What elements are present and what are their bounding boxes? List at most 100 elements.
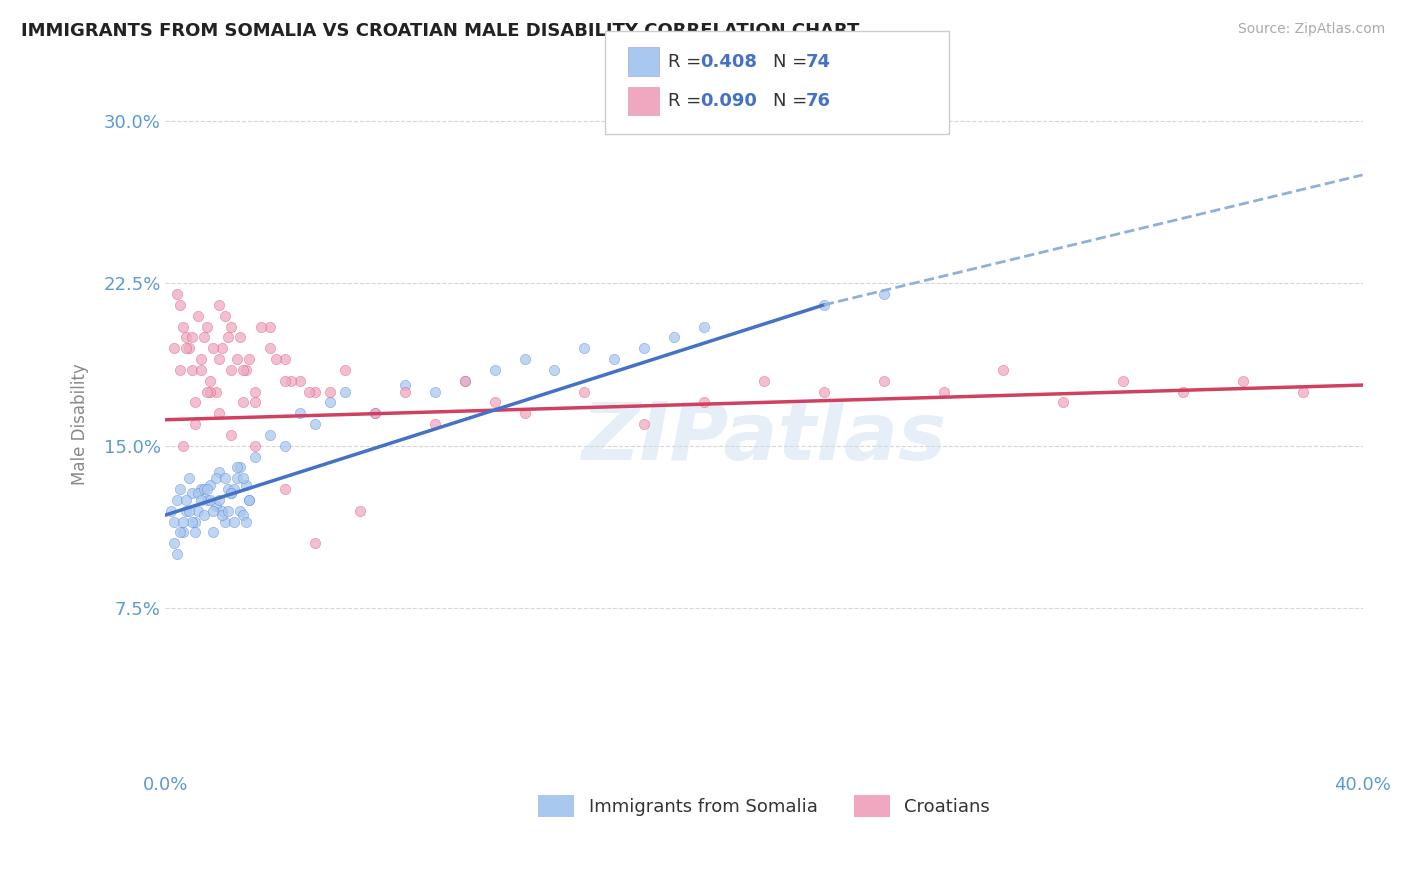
Point xyxy=(1052,395,1074,409)
Point xyxy=(304,384,326,399)
Point xyxy=(160,504,183,518)
Point xyxy=(264,352,287,367)
Point xyxy=(219,486,242,500)
Point xyxy=(163,536,186,550)
Point xyxy=(205,500,228,514)
Point xyxy=(226,352,249,367)
Point xyxy=(333,363,356,377)
Point xyxy=(200,477,222,491)
Point xyxy=(394,384,416,399)
Point xyxy=(187,486,209,500)
Point xyxy=(190,352,212,367)
Point xyxy=(364,406,387,420)
Text: 0.090: 0.090 xyxy=(700,92,756,110)
Point xyxy=(202,504,225,518)
Point xyxy=(232,395,254,409)
Text: Source: ZipAtlas.com: Source: ZipAtlas.com xyxy=(1237,22,1385,37)
Point xyxy=(184,417,207,431)
Text: 0.408: 0.408 xyxy=(700,53,758,70)
Point xyxy=(232,363,254,377)
Point xyxy=(274,482,297,496)
Point xyxy=(195,384,218,399)
Point xyxy=(187,504,209,518)
Point xyxy=(333,384,356,399)
Point xyxy=(243,395,266,409)
Point xyxy=(238,352,260,367)
Point xyxy=(232,471,254,485)
Point xyxy=(181,515,204,529)
Point xyxy=(274,352,297,367)
Point xyxy=(229,504,252,518)
Point xyxy=(211,341,233,355)
Point xyxy=(364,406,387,420)
Point xyxy=(752,374,775,388)
Point xyxy=(235,515,257,529)
Point xyxy=(190,492,212,507)
Point xyxy=(693,319,716,334)
Point xyxy=(195,319,218,334)
Point xyxy=(319,384,342,399)
Point xyxy=(176,492,198,507)
Point xyxy=(190,482,212,496)
Point xyxy=(226,471,249,485)
Point xyxy=(195,492,218,507)
Point xyxy=(169,525,191,540)
Point xyxy=(202,525,225,540)
Point xyxy=(1292,384,1315,399)
Point xyxy=(217,482,239,496)
Point xyxy=(200,374,222,388)
Text: R =: R = xyxy=(668,92,707,110)
Point xyxy=(304,417,326,431)
Point xyxy=(813,384,835,399)
Point xyxy=(1232,374,1254,388)
Point xyxy=(172,515,194,529)
Point xyxy=(208,492,231,507)
Y-axis label: Male Disability: Male Disability xyxy=(72,363,89,485)
Point xyxy=(543,363,565,377)
Point xyxy=(217,330,239,344)
Point xyxy=(193,508,215,522)
Point xyxy=(484,395,506,409)
Point xyxy=(208,298,231,312)
Point xyxy=(574,384,596,399)
Point xyxy=(200,492,222,507)
Point xyxy=(179,471,201,485)
Point xyxy=(200,384,222,399)
Point xyxy=(181,363,204,377)
Point xyxy=(176,341,198,355)
Point xyxy=(513,406,536,420)
Point xyxy=(603,352,626,367)
Point xyxy=(274,374,297,388)
Point xyxy=(243,384,266,399)
Point xyxy=(193,482,215,496)
Point xyxy=(259,341,281,355)
Text: ZIPatlas: ZIPatlas xyxy=(582,399,946,477)
Point xyxy=(181,486,204,500)
Point xyxy=(288,406,311,420)
Point xyxy=(219,486,242,500)
Point xyxy=(235,363,257,377)
Point xyxy=(217,504,239,518)
Point xyxy=(574,341,596,355)
Point xyxy=(205,384,228,399)
Point xyxy=(211,508,233,522)
Point xyxy=(394,378,416,392)
Point xyxy=(229,330,252,344)
Point xyxy=(250,319,273,334)
Point xyxy=(1112,374,1135,388)
Point xyxy=(184,515,207,529)
Point xyxy=(349,504,371,518)
Point xyxy=(453,374,475,388)
Point xyxy=(243,439,266,453)
Point xyxy=(190,363,212,377)
Point xyxy=(693,395,716,409)
Point xyxy=(423,384,446,399)
Point xyxy=(219,363,242,377)
Point xyxy=(219,319,242,334)
Point xyxy=(184,395,207,409)
Point xyxy=(633,341,655,355)
Point xyxy=(232,508,254,522)
Point xyxy=(280,374,302,388)
Point xyxy=(208,406,231,420)
Point xyxy=(205,471,228,485)
